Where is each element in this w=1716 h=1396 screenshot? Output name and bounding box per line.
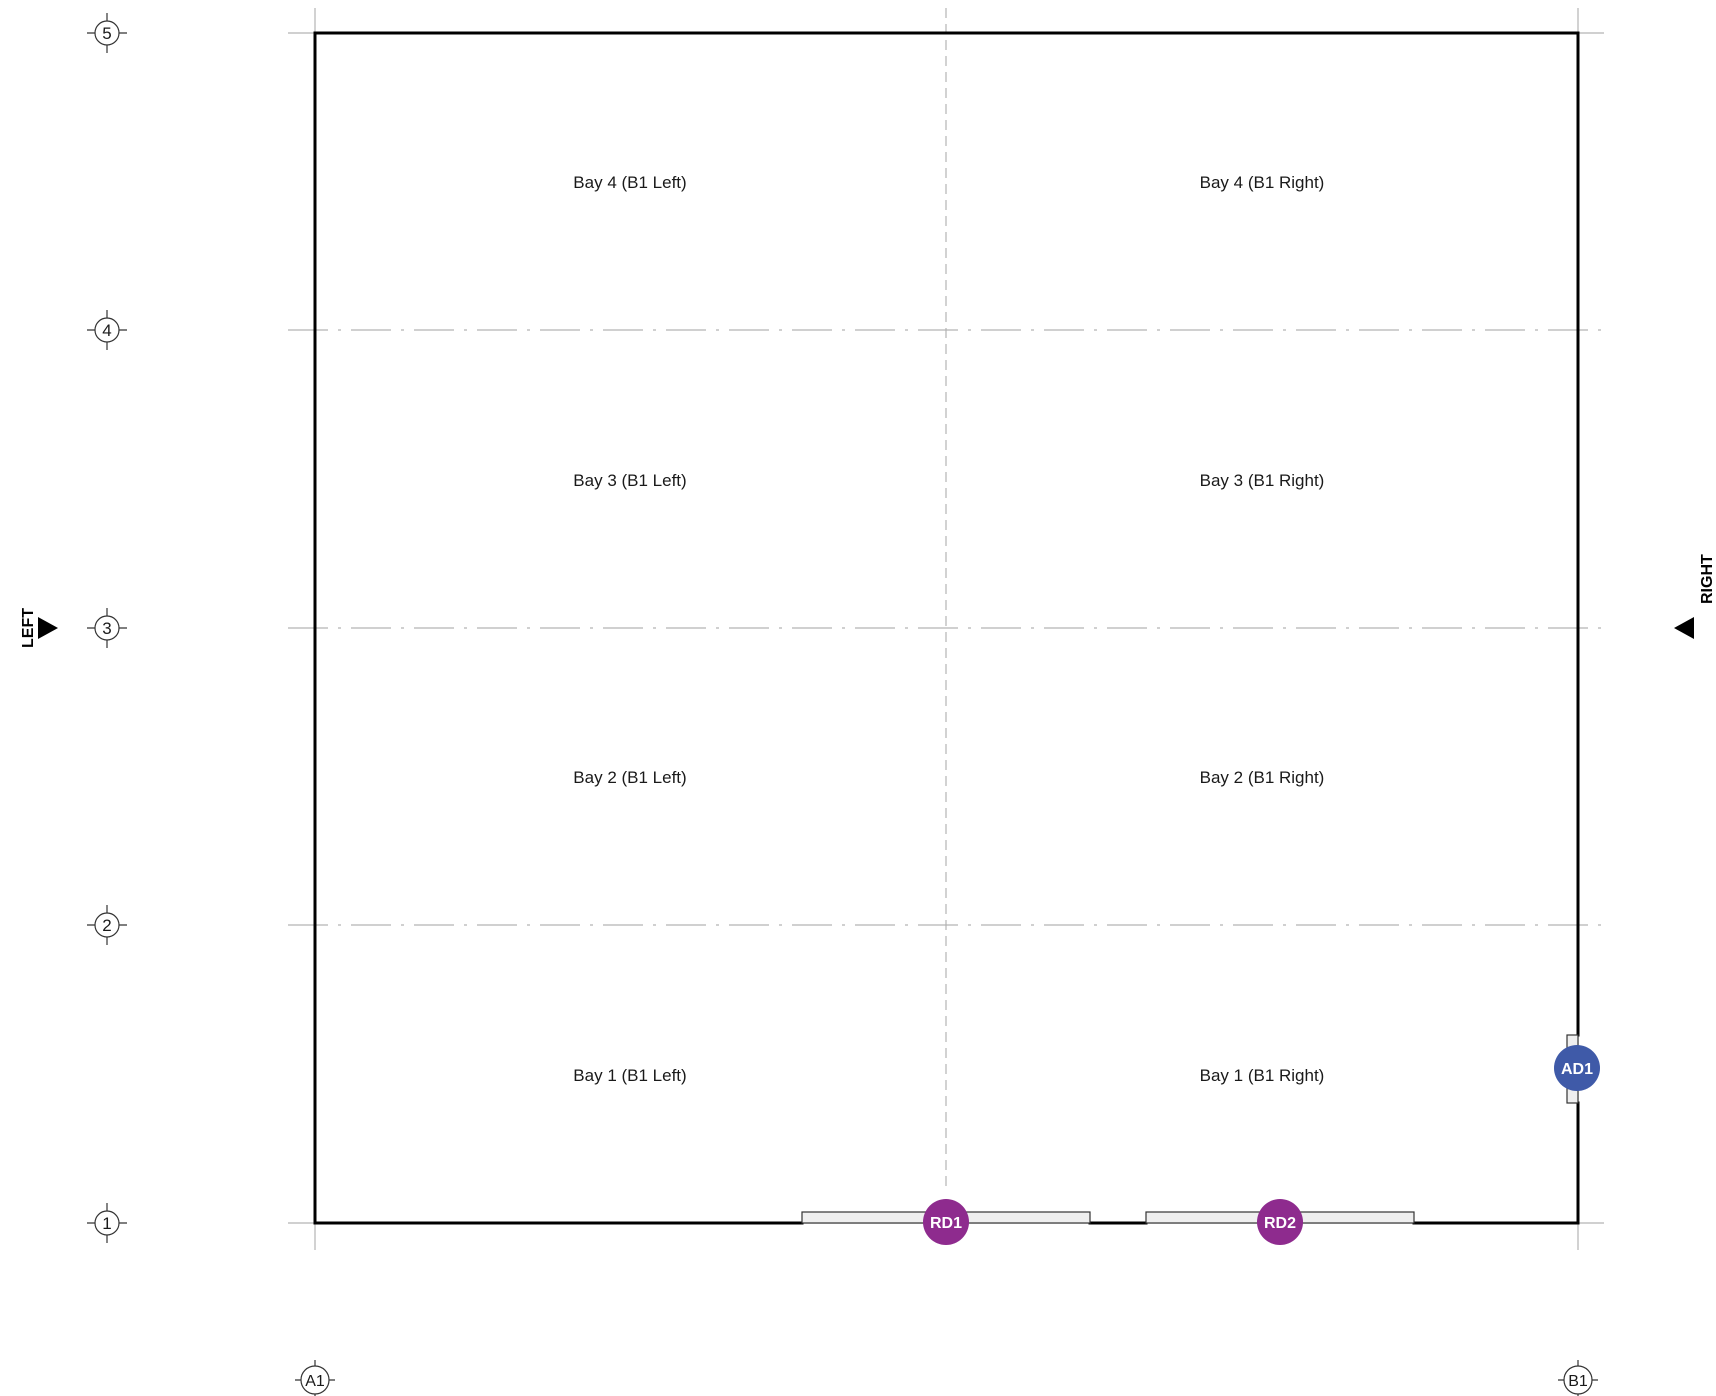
bay-3-right-label: Bay 3 (B1 Right) [1200,471,1325,490]
grid-label-row-5: 5 [102,24,111,43]
bay-1-left-label: Bay 1 (B1 Left) [573,1066,686,1085]
bay-2-left-label: Bay 2 (B1 Left) [573,768,686,787]
access-door-1-tag-label: AD1 [1561,1061,1593,1078]
bay-4-left-label: Bay 4 (B1 Left) [573,173,686,192]
grid-label-row-2: 2 [102,916,111,935]
column-grid-bubbles: A1 B1 [295,1360,1598,1396]
grid-bubble-row-5[interactable]: 5 [87,13,127,53]
view-marker-right[interactable]: RIGHT [1674,554,1716,639]
view-marker-right-label: RIGHT [1699,554,1716,604]
grid-bubble-col-a1[interactable]: A1 [295,1360,335,1396]
grid-bubble-row-2[interactable]: 2 [87,905,127,945]
view-marker-left-label: LEFT [20,608,37,648]
grid-lines [288,8,1604,1250]
bay-2-right-label: Bay 2 (B1 Right) [1200,768,1325,787]
grid-label-row-4: 4 [102,321,111,340]
building-walls [313,31,1580,1225]
view-marker-left-arrow-icon [38,617,58,639]
grid-label-col-b1: B1 [1568,1373,1588,1390]
grid-bubble-row-3[interactable]: 3 [87,608,127,648]
bay-1-right-label: Bay 1 (B1 Right) [1200,1066,1325,1085]
access-door-1-tag[interactable]: AD1 [1554,1045,1600,1091]
grid-label-col-a1: A1 [305,1373,325,1390]
grid-label-row-1: 1 [102,1214,111,1233]
grid-bubble-row-4[interactable]: 4 [87,310,127,350]
door-tags: RD1 RD2 AD1 [923,1045,1600,1245]
grid-bubble-row-1[interactable]: 1 [87,1203,127,1243]
bay-labels: Bay 4 (B1 Left) Bay 4 (B1 Right) Bay 3 (… [573,173,1324,1085]
roller-door-1-tag-label: RD1 [930,1215,962,1232]
roller-door-1-tag[interactable]: RD1 [923,1199,969,1245]
grid-bubble-col-b1[interactable]: B1 [1558,1360,1598,1396]
roller-door-2-tag-label: RD2 [1264,1215,1296,1232]
row-grid-bubbles: 5 4 3 2 1 [87,13,127,1243]
view-marker-left[interactable]: LEFT [20,608,58,648]
roller-door-2-tag[interactable]: RD2 [1257,1199,1303,1245]
view-marker-right-arrow-icon [1674,617,1694,639]
bay-4-right-label: Bay 4 (B1 Right) [1200,173,1325,192]
door-openings [801,1034,1579,1224]
grid-label-row-3: 3 [102,619,111,638]
bay-3-left-label: Bay 3 (B1 Left) [573,471,686,490]
